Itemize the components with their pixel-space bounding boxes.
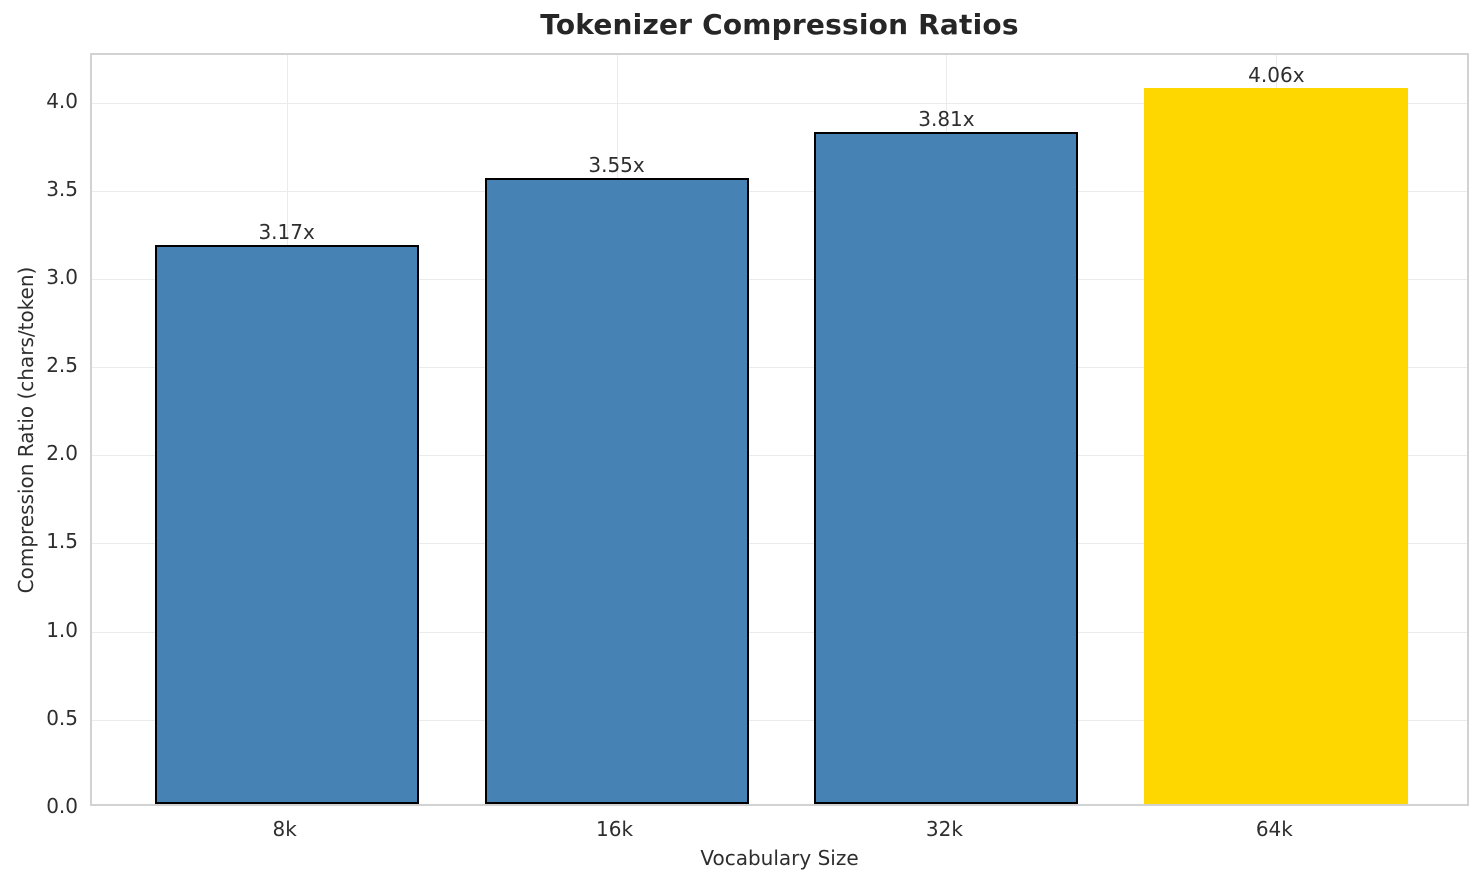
y-tick-label: 2.0: [46, 441, 78, 466]
bar-value-label: 3.81x: [918, 107, 975, 132]
x-tick-label: 8k: [272, 817, 297, 841]
gridline-horizontal: [92, 278, 1467, 280]
bar-16k: [484, 177, 749, 804]
y-tick-label: 3.0: [46, 264, 78, 289]
plot-area: 3.17x 3.55x 3.81x 4.06x: [90, 53, 1469, 806]
bar-value-label: 3.17x: [258, 219, 315, 244]
x-axis-label: Vocabulary Size: [700, 846, 859, 870]
x-tick-label: 32k: [925, 817, 963, 841]
gridline-horizontal: [92, 631, 1467, 633]
y-tick-label: 4.0: [46, 88, 78, 113]
y-tick-label: 0.0: [46, 794, 78, 818]
bar-8k: [154, 244, 419, 804]
gridline-horizontal: [92, 719, 1467, 721]
gridline-horizontal: [92, 455, 1467, 457]
gridline-horizontal: [92, 102, 1467, 104]
y-tick-label: 0.5: [46, 705, 78, 730]
gridline-horizontal: [92, 190, 1467, 192]
x-tick-label: 16k: [596, 817, 634, 841]
y-tick-label: 1.5: [46, 529, 78, 554]
y-tick-label: 1.0: [46, 617, 78, 642]
y-tick-label: 2.5: [46, 353, 78, 378]
y-tick-label: 3.5: [46, 176, 78, 201]
y-axis-label: Compression Ratio (chars/token): [14, 266, 38, 594]
chart-title: Tokenizer Compression Ratios: [540, 8, 1019, 41]
gridline-horizontal: [92, 543, 1467, 545]
bar-32k: [814, 132, 1079, 804]
bar-64k: [1144, 88, 1409, 804]
x-tick-label: 64k: [1255, 817, 1293, 841]
gridline-horizontal: [92, 367, 1467, 369]
bar-value-label: 4.06x: [1248, 63, 1305, 88]
bar-value-label: 3.55x: [588, 152, 645, 177]
